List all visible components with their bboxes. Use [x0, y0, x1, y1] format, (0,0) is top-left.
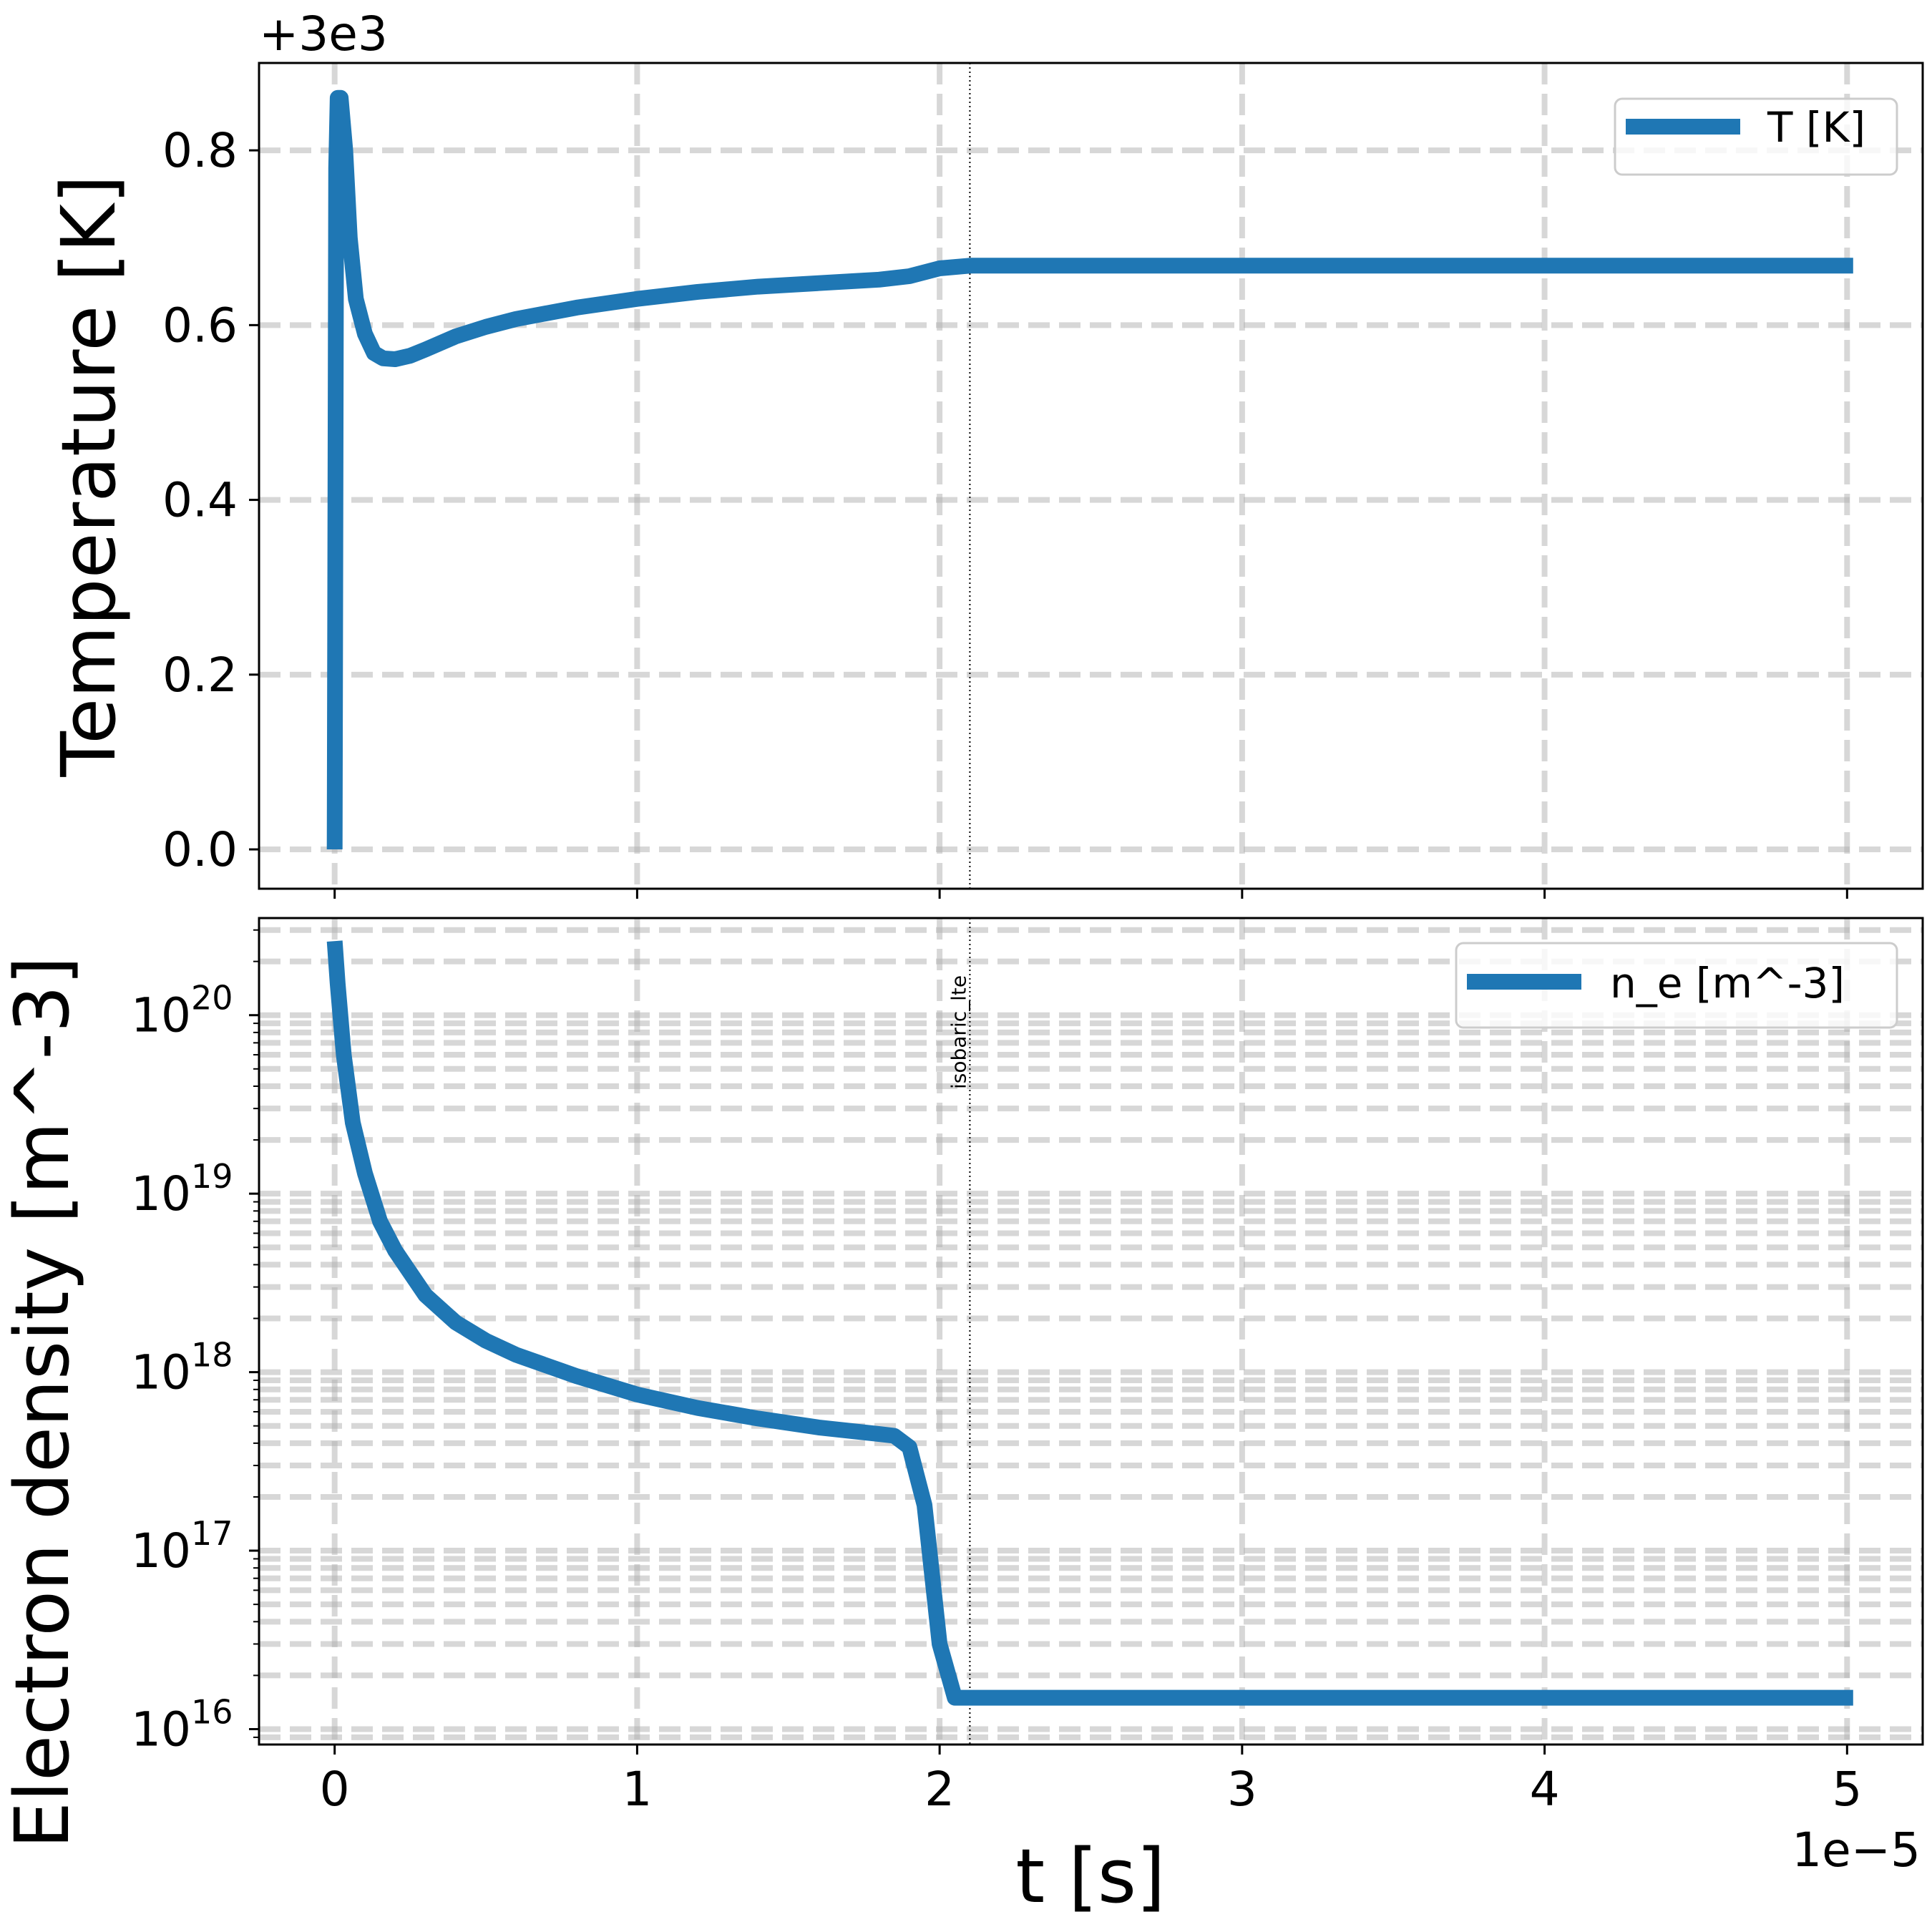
temperature-y-tick-label: 0.6 [162, 298, 238, 353]
density-y-tick-label: 10 [131, 1166, 191, 1221]
density-legend-box [1455, 942, 1898, 1029]
density-y-tick-exponent: 19 [191, 1157, 233, 1196]
temperature-y-tick-label: 0.4 [162, 473, 238, 528]
density-axes-frame [258, 917, 1924, 1746]
density-x-tick-label: 3 [1227, 1762, 1257, 1817]
density-y-tick-exponent: 20 [191, 979, 233, 1018]
temperature-legend-box [1614, 97, 1898, 176]
x-axis-title: t [s] [1015, 1833, 1165, 1920]
density-x-ticks: 0 1 2 3 4 5 [320, 1745, 1862, 1817]
density-y-tick-label: 10 [131, 1702, 191, 1757]
temperature-y-ticks: 0.0 0.2 0.4 0.6 0.8 [162, 123, 259, 877]
density-y-axis-title: Electron density [m^-3] [0, 956, 86, 1848]
temperature-y-tick-label: 0.2 [162, 648, 238, 703]
density-grid [259, 918, 1923, 1745]
temperature-y-tick-label: 0.8 [162, 123, 238, 178]
temperature-series-line [326, 89, 1853, 850]
temperature-offset-text: +3e3 [259, 6, 388, 62]
density-x-tick-label: 2 [924, 1762, 955, 1817]
density-y-tick-exponent: 18 [191, 1336, 233, 1375]
density-y-tick-exponent: 16 [191, 1693, 233, 1732]
annotation-label: isobaric_lte [947, 975, 970, 1089]
temperature-y-tick-label: 0.0 [162, 822, 238, 877]
density-x-tick-label: 4 [1530, 1762, 1560, 1817]
temperature-x-ticks [333, 889, 1848, 899]
temperature-panel: 0.0 0.2 0.4 0.6 0.8 +3e3 Temperature [K] T [… [45, 6, 1924, 899]
density-y-tick-label: 10 [131, 1345, 191, 1400]
temperature-y-axis-title: Temperature [K] [45, 175, 132, 777]
density-legend: n_e [m^-3] [1455, 942, 1898, 1029]
density-y-tick-label: 10 [131, 1523, 191, 1579]
density-x-tick-label: 5 [1832, 1762, 1862, 1817]
temperature-axes-frame [258, 62, 1924, 890]
density-x-tick-label: 1 [622, 1762, 652, 1817]
density-x-tick-label: 0 [320, 1762, 350, 1817]
temperature-legend-label: T [K] [1767, 103, 1865, 152]
density-series-line [326, 940, 1853, 1706]
temperature-legend: T [K] [1614, 97, 1898, 176]
density-y-tick-label: 10 [131, 988, 191, 1043]
density-y-tick-exponent: 17 [191, 1514, 233, 1553]
density-minor-ticks [253, 929, 259, 1738]
density-legend-label: n_e [m^-3] [1610, 959, 1845, 1008]
x-offset-text: 1e−5 [1792, 1823, 1921, 1878]
